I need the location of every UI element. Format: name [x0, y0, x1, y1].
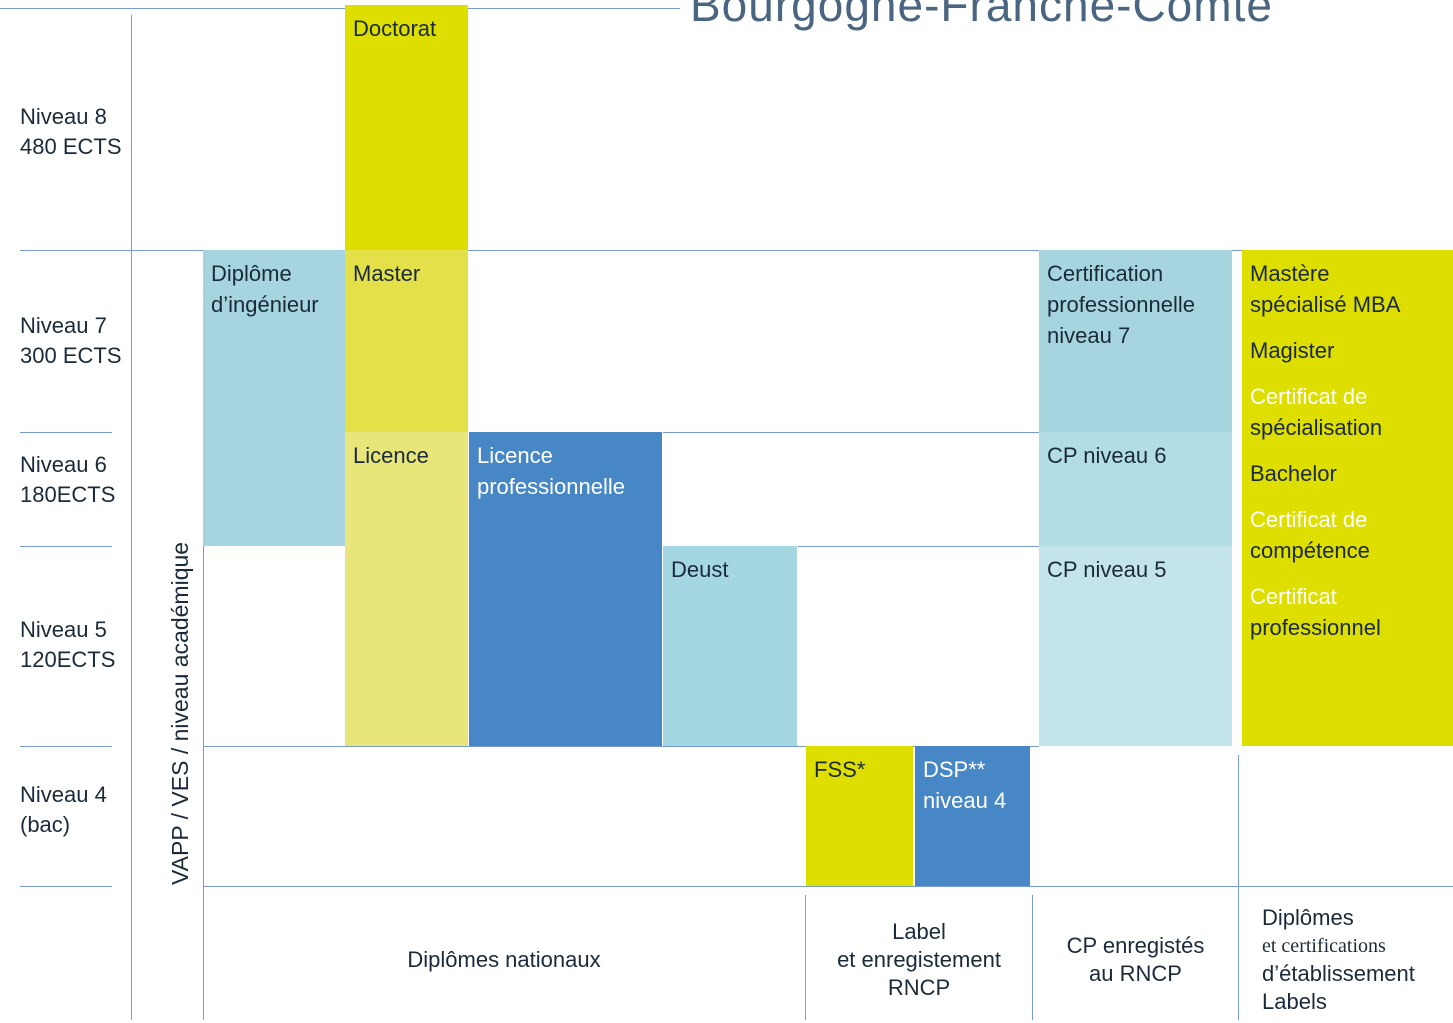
line [203, 546, 204, 1020]
text-line: Magister [1250, 338, 1335, 363]
text-line: CP enregistés [1066, 933, 1205, 958]
text-line: DSP** [923, 757, 986, 782]
level: Niveau 7 300 ECTS [20, 311, 122, 371]
column: CP enregistés au RNCP [1033, 900, 1238, 1020]
text-line: Diplôme [211, 261, 292, 286]
text-line: Diplômes nationaux [407, 947, 601, 972]
line [203, 746, 1039, 747]
text-line: au RNCP [1089, 961, 1182, 986]
box: Doctorat [345, 5, 468, 250]
text-line: d’ingénieur [211, 292, 319, 317]
text-line: Label [892, 919, 946, 944]
text-line: Certification [1047, 261, 1164, 286]
level-ects: (bac) [20, 812, 71, 837]
side-label: VAPP / VES / niveau académique [167, 541, 193, 885]
column: Diplômes nationaux [203, 900, 805, 1020]
text-line: Certificat [1250, 584, 1337, 609]
level-name: Niveau 8 [20, 104, 107, 129]
box: Mastère spécialisé MBA Magister Certificat … [1242, 250, 1453, 746]
text-line: professionnel [1250, 615, 1381, 640]
text-line: CP niveau 5 [1047, 557, 1167, 582]
column: Diplômes et certifications d’établissement… [1262, 900, 1453, 1020]
box: Certification professionnelle niveau 7 [1039, 250, 1232, 432]
text-line: spécialisation [1250, 415, 1383, 440]
box: Master [345, 250, 468, 432]
text-line: Bachelor [1250, 461, 1337, 486]
level-name: Niveau 4 [20, 782, 107, 807]
text-line: Licence [477, 443, 553, 468]
box: Licence professionnelle [469, 432, 662, 746]
level-ects: 180ECTS [20, 482, 116, 507]
text-line: Doctorat [353, 16, 437, 41]
line [20, 432, 112, 433]
text-line: FSS* [814, 757, 866, 782]
line [203, 886, 1453, 887]
line [20, 546, 112, 547]
line [0, 8, 680, 9]
text-line: niveau 7 [1047, 323, 1131, 348]
text-line: Labels [1262, 989, 1327, 1014]
text-line: Deust [671, 557, 729, 582]
box: DSP** niveau 4 [915, 746, 1030, 886]
box: CP niveau 5 [1039, 546, 1232, 746]
column: Label et enregistement RNCP [806, 900, 1032, 1020]
header-title: Bourgogne-Franche-Comté [690, 0, 1273, 31]
text-line: compétence [1250, 538, 1370, 563]
text-line: Master [353, 261, 421, 286]
box: FSS* [806, 746, 913, 886]
level-ects: 300 ECTS [20, 343, 122, 368]
text-line: Certificat de [1250, 384, 1368, 409]
text-line: Certificat de [1250, 507, 1368, 532]
level: Niveau 4 (bac) [20, 780, 107, 840]
level-ects: 120ECTS [20, 647, 116, 672]
level: Niveau 6 180ECTS [20, 450, 115, 510]
text-line: et enregistement [837, 947, 1001, 972]
text-line: Licence [353, 443, 429, 468]
line [20, 886, 112, 887]
level: Niveau 8 480 ECTS [20, 102, 122, 162]
line [1238, 755, 1239, 1020]
text-line: spécialisé MBA [1250, 292, 1401, 317]
text-line: professionnelle [477, 474, 625, 499]
text-line: professionnelle [1047, 292, 1195, 317]
box: Licence [345, 432, 468, 746]
text-line: d’établissement [1262, 961, 1415, 986]
line [805, 895, 806, 1020]
line [798, 546, 1039, 547]
text-line: RNCP [887, 975, 951, 1000]
level-name: Niveau 6 [20, 452, 107, 477]
text-line: Diplômes [1262, 905, 1354, 930]
text-line: et certifications [1262, 935, 1386, 957]
box: Deust [663, 546, 797, 746]
level-name: Niveau 7 [20, 313, 107, 338]
level-name: Niveau 5 [20, 617, 107, 642]
box: CP niveau 6 [1039, 432, 1232, 546]
line [131, 15, 132, 1020]
line [20, 250, 1453, 251]
level-ects: 480 ECTS [20, 134, 122, 159]
text-line: CP niveau 6 [1047, 443, 1167, 468]
level: Niveau 5 120ECTS [20, 615, 115, 675]
line [20, 746, 112, 747]
text-line: Mastère [1250, 261, 1330, 286]
text-line: niveau 4 [923, 788, 1007, 813]
box: Diplôme d’ingénieur [203, 250, 345, 546]
line [663, 432, 1039, 433]
line [1032, 895, 1033, 1020]
